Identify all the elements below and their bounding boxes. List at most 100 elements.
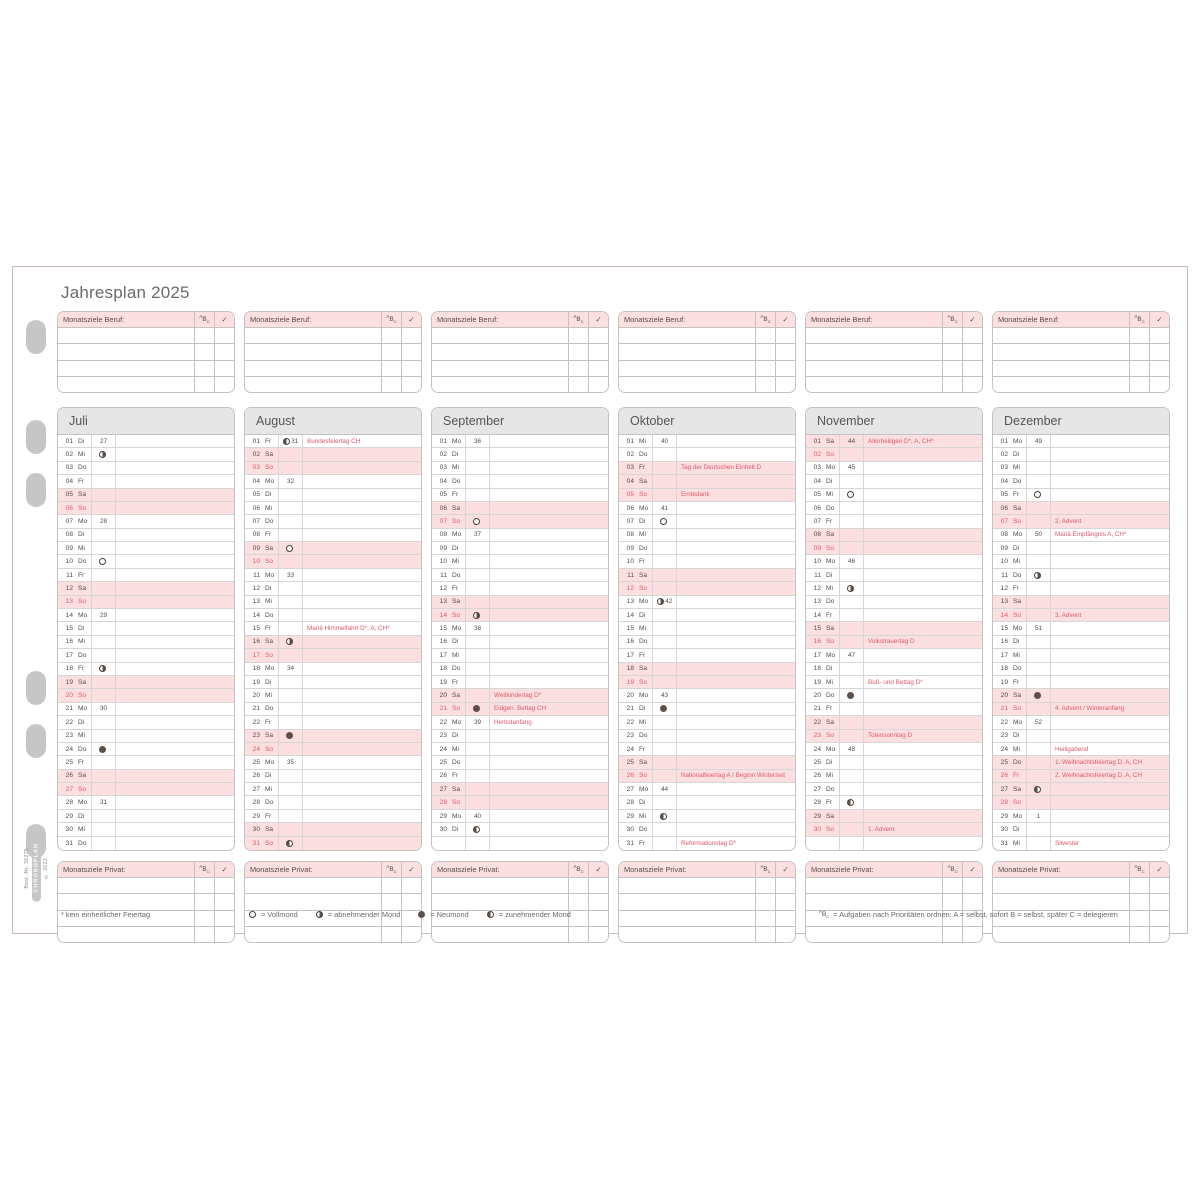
goalbox-priority-input[interactable] xyxy=(756,910,776,926)
day-row[interactable]: 11 Do xyxy=(432,568,608,583)
day-note[interactable] xyxy=(116,596,234,608)
day-note[interactable]: Mariä Empfängnis A, CH* xyxy=(1055,531,1127,539)
goalbox-check-input[interactable] xyxy=(215,328,234,343)
goalbox-entry-input[interactable] xyxy=(806,328,943,344)
day-note[interactable] xyxy=(677,502,795,514)
day-note[interactable] xyxy=(677,596,795,608)
day-note[interactable] xyxy=(490,823,608,835)
day-row[interactable]: 04 Sa xyxy=(619,475,795,489)
day-note[interactable] xyxy=(303,743,421,755)
day-row[interactable]: 02 Do xyxy=(619,448,795,462)
day-note[interactable] xyxy=(490,622,608,634)
day-note[interactable] xyxy=(677,448,795,460)
goalbox-check-input[interactable] xyxy=(1150,344,1169,359)
day-row[interactable]: 15 Mo 38 xyxy=(432,622,608,636)
day-row[interactable]: 13 Do xyxy=(806,595,982,610)
goalbox-entry-row[interactable] xyxy=(432,344,608,361)
day-note[interactable] xyxy=(677,649,795,661)
day-note[interactable] xyxy=(864,810,982,822)
goalbox-priority-input[interactable] xyxy=(569,926,589,942)
goalbox-check-input[interactable] xyxy=(589,377,608,392)
day-row[interactable]: 20 Mi xyxy=(245,689,421,703)
day-note[interactable] xyxy=(490,529,608,541)
day-row[interactable]: 01 Mi 40 xyxy=(619,434,795,449)
day-row[interactable]: 27 So xyxy=(58,783,234,797)
day-row[interactable]: 09 Di xyxy=(993,542,1169,556)
goalbox-entry-row[interactable] xyxy=(58,894,234,911)
day-note[interactable] xyxy=(116,582,234,594)
day-row[interactable]: 15 Mo 51 xyxy=(993,622,1169,636)
goalbox-check-input[interactable] xyxy=(215,927,234,942)
goalbox-entry-row[interactable] xyxy=(245,344,421,361)
day-note[interactable] xyxy=(677,435,795,447)
day-row[interactable]: 04 Di xyxy=(806,475,982,489)
day-row[interactable]: 31 Fr Reformationstag D* xyxy=(619,836,795,851)
goalbox-entry-row[interactable] xyxy=(619,344,795,361)
day-row[interactable]: 03 Mi xyxy=(993,461,1169,476)
day-row[interactable]: 24 So xyxy=(245,742,421,757)
day-row[interactable]: 11 Di xyxy=(806,568,982,583)
day-row[interactable]: 10 Mi xyxy=(993,555,1169,569)
day-row[interactable]: 07 So xyxy=(432,515,608,529)
goalbox-entry-input[interactable] xyxy=(806,376,943,392)
day-note[interactable]: Volkstrauertag D xyxy=(868,638,915,646)
day-row[interactable]: 27 Mo 44 xyxy=(619,783,795,797)
goalbox-entry-input[interactable] xyxy=(432,910,569,926)
day-note[interactable] xyxy=(864,569,982,581)
day-note[interactable] xyxy=(116,756,234,768)
day-note[interactable] xyxy=(864,622,982,634)
day-note[interactable] xyxy=(116,770,234,782)
day-note[interactable] xyxy=(677,609,795,621)
day-note[interactable] xyxy=(677,636,795,648)
goalbox-entry-row[interactable] xyxy=(806,328,982,345)
goalbox-entry-input[interactable] xyxy=(806,894,943,910)
day-row[interactable]: 04 Fr xyxy=(58,475,234,489)
day-note[interactable] xyxy=(864,555,982,567)
goalbox-priority-input[interactable] xyxy=(943,878,963,894)
day-row[interactable]: 30 So 1. Advent xyxy=(806,823,982,837)
day-note[interactable] xyxy=(1051,462,1169,474)
goalbox-priority-input[interactable] xyxy=(569,878,589,894)
day-row[interactable]: 20 So xyxy=(58,689,234,703)
day-row[interactable]: 15 Fr Mariä Himmelfahrt D*, A, CH* xyxy=(245,622,421,636)
day-row[interactable]: 12 So xyxy=(619,582,795,596)
goalbox-entry-row[interactable] xyxy=(993,328,1169,345)
goalbox-priority-input[interactable] xyxy=(756,894,776,910)
day-row[interactable]: 18 Do xyxy=(432,662,608,676)
day-note[interactable] xyxy=(864,462,982,474)
day-note[interactable] xyxy=(490,810,608,822)
day-note[interactable] xyxy=(1051,649,1169,661)
day-note[interactable] xyxy=(864,663,982,675)
goalbox-priority-input[interactable] xyxy=(756,878,776,894)
day-note[interactable] xyxy=(677,663,795,675)
goalbox-check-input[interactable] xyxy=(215,377,234,392)
day-row[interactable]: 10 So xyxy=(245,555,421,569)
day-row[interactable]: 25 Di xyxy=(806,756,982,770)
goalbox-entry-row[interactable] xyxy=(619,926,795,942)
day-row[interactable]: 09 Mi xyxy=(58,542,234,556)
day-row[interactable]: 18 Mo 34 xyxy=(245,662,421,676)
goalbox-priority-input[interactable] xyxy=(569,910,589,926)
day-note[interactable] xyxy=(864,770,982,782)
day-note[interactable]: 2. Weihnachtsfeiertag D, A, CH xyxy=(1055,772,1143,780)
day-row[interactable]: 13 Mo 42 xyxy=(619,595,795,610)
day-note[interactable] xyxy=(677,542,795,554)
day-note[interactable] xyxy=(490,462,608,474)
day-note[interactable] xyxy=(677,622,795,634)
day-note[interactable] xyxy=(490,663,608,675)
day-note[interactable] xyxy=(1051,689,1169,701)
day-row[interactable]: 26 So Nationalfeiertag A / Beginn Winterze… xyxy=(619,769,795,784)
day-note[interactable] xyxy=(1051,730,1169,742)
day-note[interactable] xyxy=(116,663,234,675)
day-note[interactable] xyxy=(864,609,982,621)
goalbox-entry-row[interactable] xyxy=(58,376,234,392)
day-note[interactable] xyxy=(1051,636,1169,648)
day-note[interactable] xyxy=(490,555,608,567)
day-row[interactable]: 17 Mi xyxy=(993,649,1169,663)
goalbox-priority-input[interactable] xyxy=(382,344,402,360)
day-row[interactable] xyxy=(806,836,982,851)
day-note[interactable]: Eidgen. Bettag CH xyxy=(494,705,547,713)
day-note[interactable] xyxy=(490,435,608,447)
goalbox-entry-input[interactable] xyxy=(245,894,382,910)
day-note[interactable] xyxy=(303,515,421,527)
